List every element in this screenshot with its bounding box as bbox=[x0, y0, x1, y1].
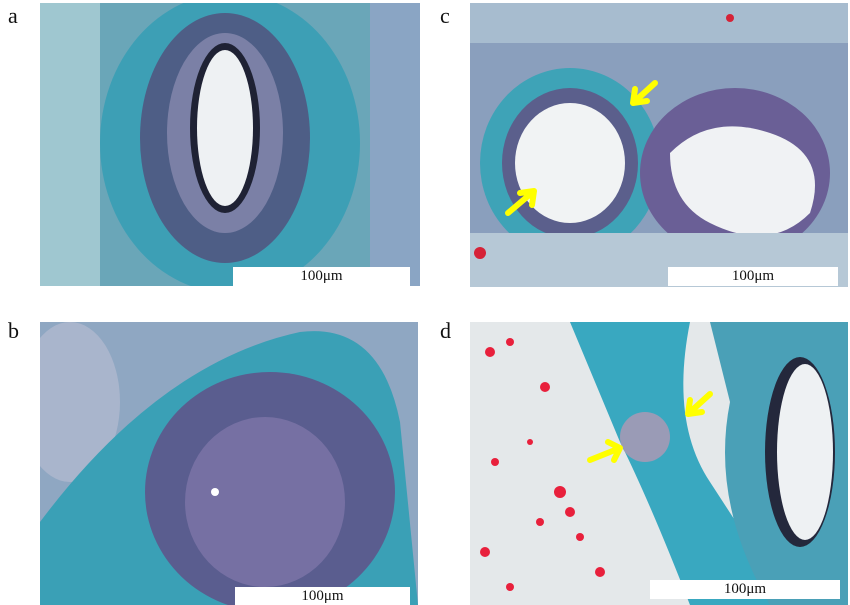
panel-label-a: a bbox=[8, 3, 18, 28]
scale-bar-b: 100μm bbox=[235, 587, 410, 605]
micrograph-d bbox=[470, 322, 848, 605]
micrograph-a bbox=[40, 3, 420, 286]
panel-label-d: d bbox=[440, 318, 451, 343]
arrow-icon bbox=[505, 188, 537, 216]
micrograph-b bbox=[40, 322, 418, 605]
panel-label-c: c bbox=[440, 3, 450, 28]
arrow-icon bbox=[587, 439, 623, 463]
arrow-icon bbox=[630, 80, 658, 106]
arrow-icon bbox=[685, 391, 713, 417]
panel-label-b: b bbox=[8, 318, 19, 343]
scale-bar-a: 100μm bbox=[233, 267, 410, 286]
scale-bar-c: 100μm bbox=[668, 267, 838, 286]
micrograph-c bbox=[470, 3, 848, 287]
scale-bar-d: 100μm bbox=[650, 580, 840, 599]
